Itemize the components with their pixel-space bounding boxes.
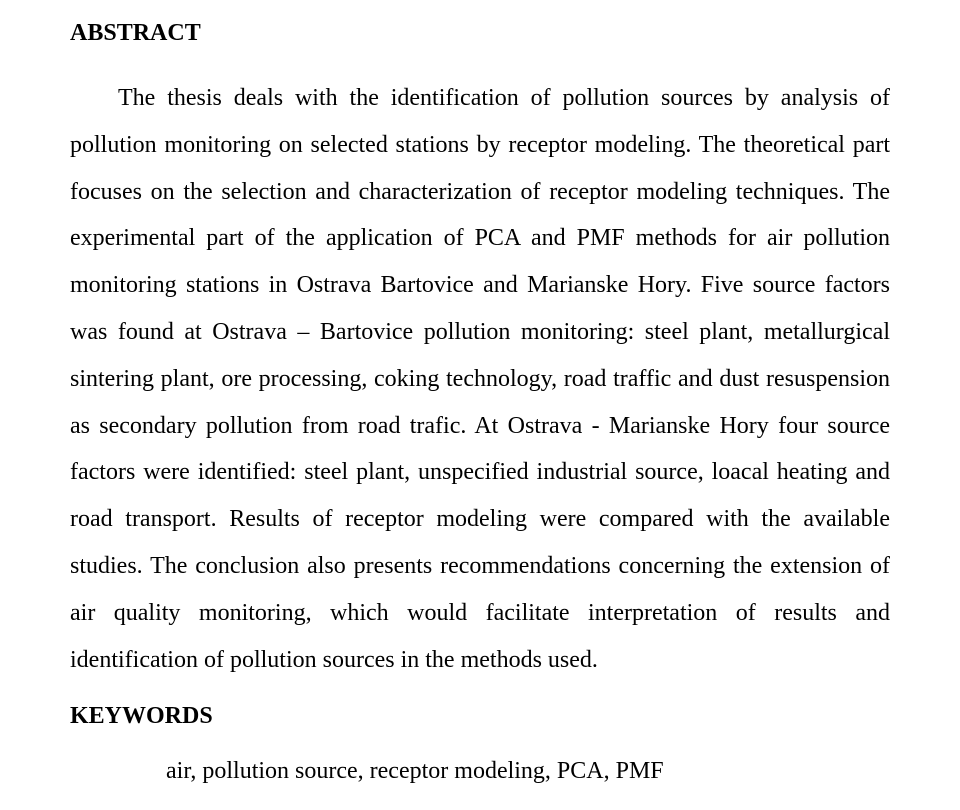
abstract-body-text: The thesis deals with the identification… (70, 85, 890, 673)
document-page: ABSTRACT The thesis deals with the ident… (0, 0, 960, 805)
abstract-heading: ABSTRACT (70, 20, 890, 47)
keywords-list: air, pollution source, receptor modeling… (70, 758, 890, 785)
abstract-body: The thesis deals with the identification… (70, 75, 890, 683)
keywords-heading: KEYWORDS (70, 703, 890, 730)
